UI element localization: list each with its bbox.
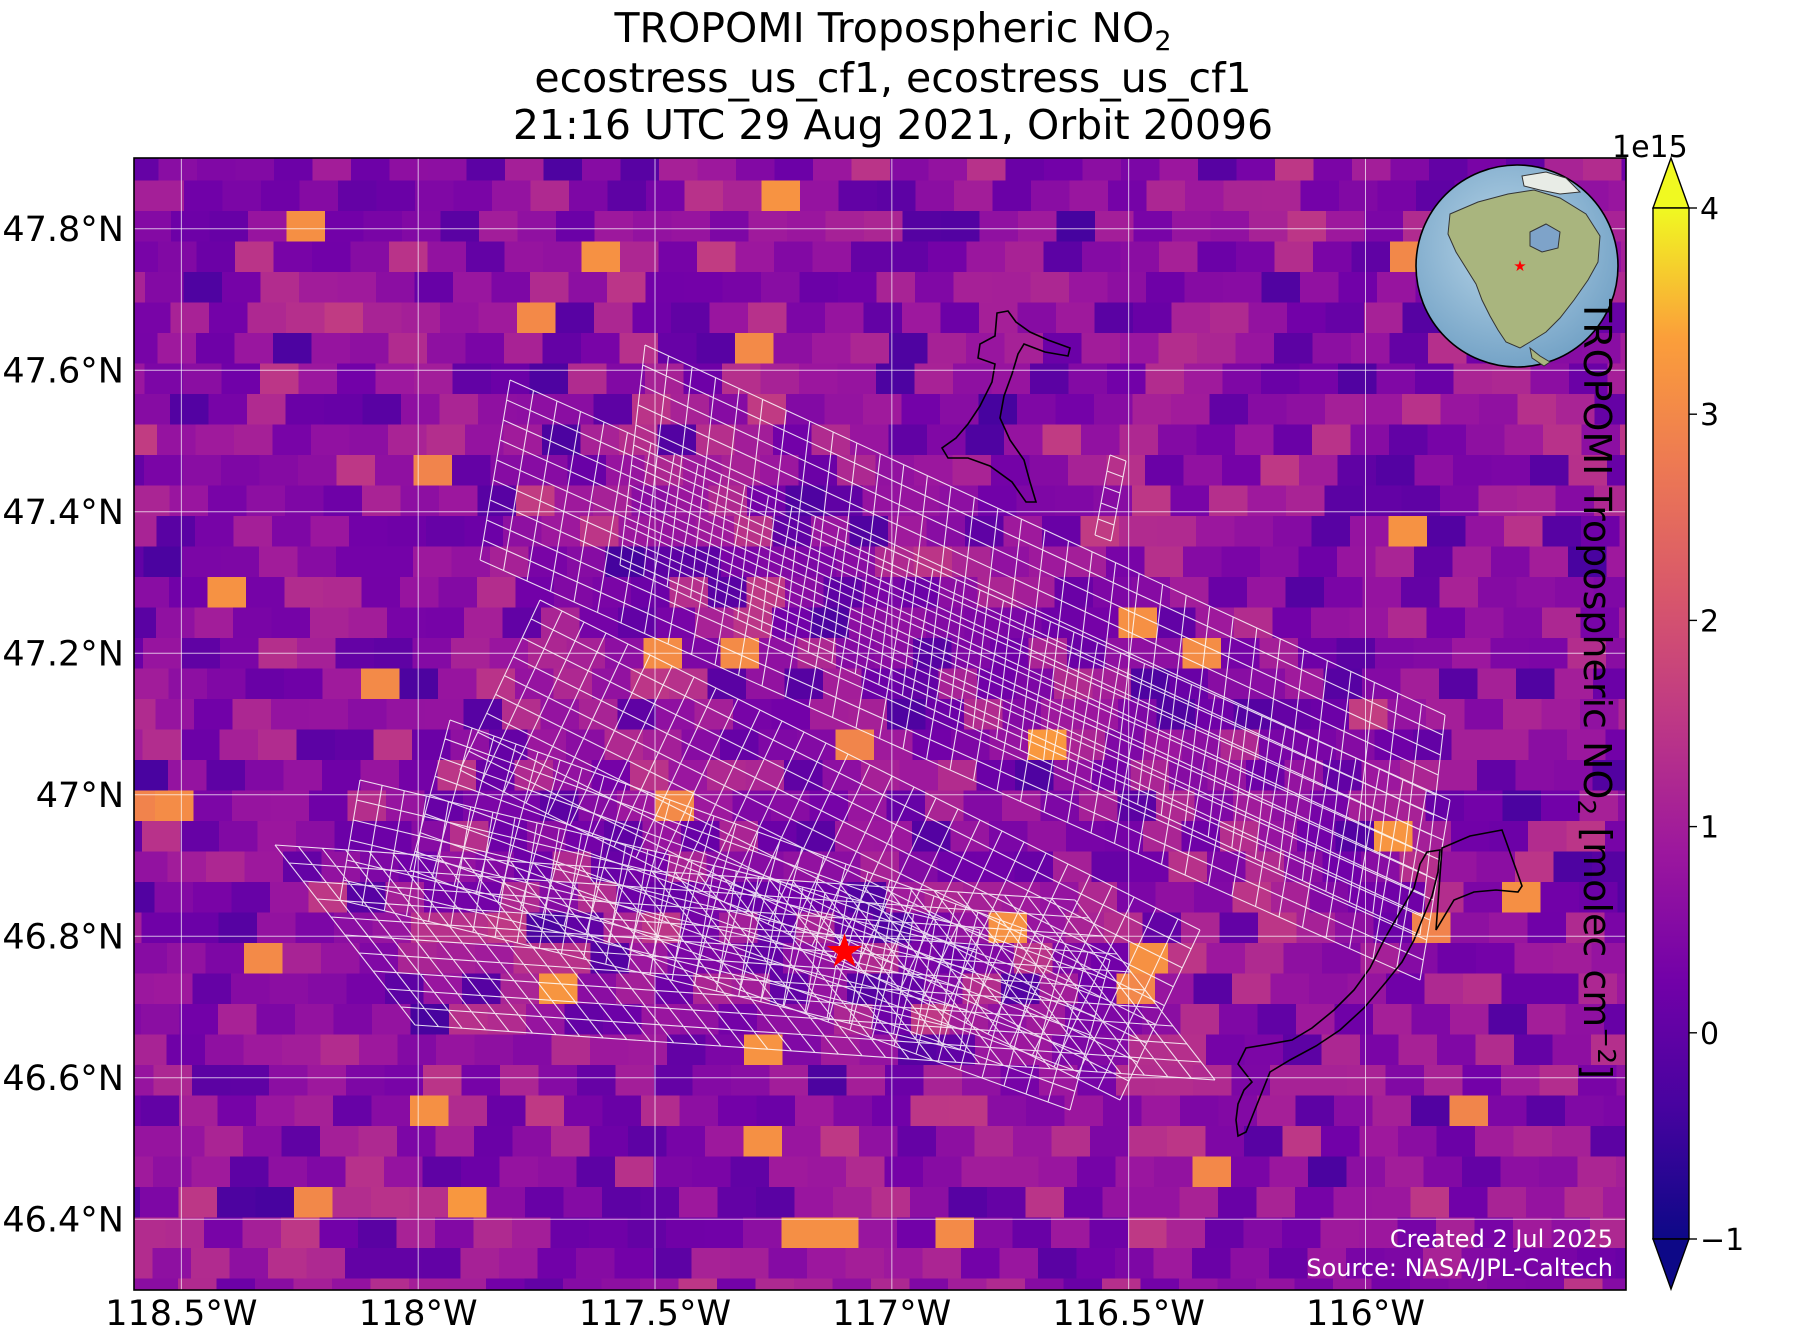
lon-tick-label: 118°W [359,1294,478,1334]
lake-outline-north [940,310,1071,503]
no2-pixel-layer [134,158,1626,1290]
map-plot-area: ★ ★ Created 2 Jul 2025 Source: NASA/JPL-… [134,158,1626,1290]
globe-inset: ★ [1415,164,1619,368]
title-line-1: TROPOMI Tropospheric NO2 [0,4,1786,55]
lake-outlines [940,310,1523,1138]
colorbar-label-end: ] [1575,1064,1619,1079]
lat-tick-label: 47°N [36,776,124,816]
colorbar: 4 3 2 1 0 −1 1e15 [1612,130,1744,1292]
site-star-icon: ★ [824,923,865,977]
colorbar-tick-label: −1 [1700,1223,1744,1258]
colorbar-label-main: TROPOMI Tropospheric NO [1575,299,1619,800]
longitude-tick-labels: 118.5°W 118°W 117.5°W 117°W 116.5°W 116°W [105,1294,1425,1334]
lat-tick-label: 46.4°N [2,1200,124,1240]
lat-tick-label: 46.8°N [2,917,124,957]
colorbar-label: TROPOMI Tropospheric NO2 [molec cm−2] [1572,239,1621,1139]
lon-tick-label: 116°W [1306,1294,1425,1334]
credit-source: Source: NASA/JPL-Caltech [1306,1254,1613,1282]
lon-tick-label: 118.5°W [105,1294,257,1334]
lon-tick-label: 116.5°W [1053,1294,1205,1334]
colorbar-multiplier: 1e15 [1612,130,1688,165]
latitude-tick-labels: 47.8°N 47.6°N 47.4°N 47.2°N 47°N 46.8°N 46.6°N… [2,210,124,1241]
ecostress-footprint-grid [274,344,1451,1111]
colorbar-label-sup: −2 [1592,1027,1621,1065]
lat-tick-label: 47.2°N [2,634,124,674]
colorbar-extend-max-icon [1652,155,1690,209]
lat-tick-label: 47.4°N [2,493,124,533]
colorbar-gradient [1652,207,1690,1240]
colorbar-tick-label: 2 [1700,604,1719,639]
colorbar-tick-label: 1 [1700,811,1719,846]
colorbar-extend-min-icon [1652,1238,1690,1292]
colorbar-label-sub: 2 [1572,799,1601,816]
colorbar-tick-label: 3 [1700,398,1719,433]
lat-tick-label: 46.6°N [2,1059,124,1099]
lake-outline-south [1235,829,1523,1138]
globe-north-america-icon [1447,171,1601,367]
title-text: TROPOMI Tropospheric NO [614,4,1155,52]
colorbar-tick-label: 0 [1700,1017,1719,1052]
title-subscript: 2 [1154,26,1172,57]
lat-tick-label: 47.6°N [2,351,124,391]
graticule [134,158,1626,1290]
credit-created: Created 2 Jul 2025 [1390,1225,1613,1253]
title-line-2: ecostress_us_cf1, ecostress_us_cf1 [534,54,1252,102]
lon-tick-label: 117°W [832,1294,951,1334]
colorbar-ticks: 4 3 2 1 0 −1 [1689,192,1744,1258]
globe-site-marker-icon: ★ [1513,257,1526,275]
lat-tick-label: 47.8°N [2,210,124,250]
map-frame [133,157,1627,1291]
lon-tick-label: 117.5°W [579,1294,731,1334]
colorbar-label-units: [molec cm [1575,815,1619,1028]
title-line-3: 21:16 UTC 29 Aug 2021, Orbit 20096 [512,101,1274,149]
colorbar-tick-label: 4 [1700,192,1719,227]
